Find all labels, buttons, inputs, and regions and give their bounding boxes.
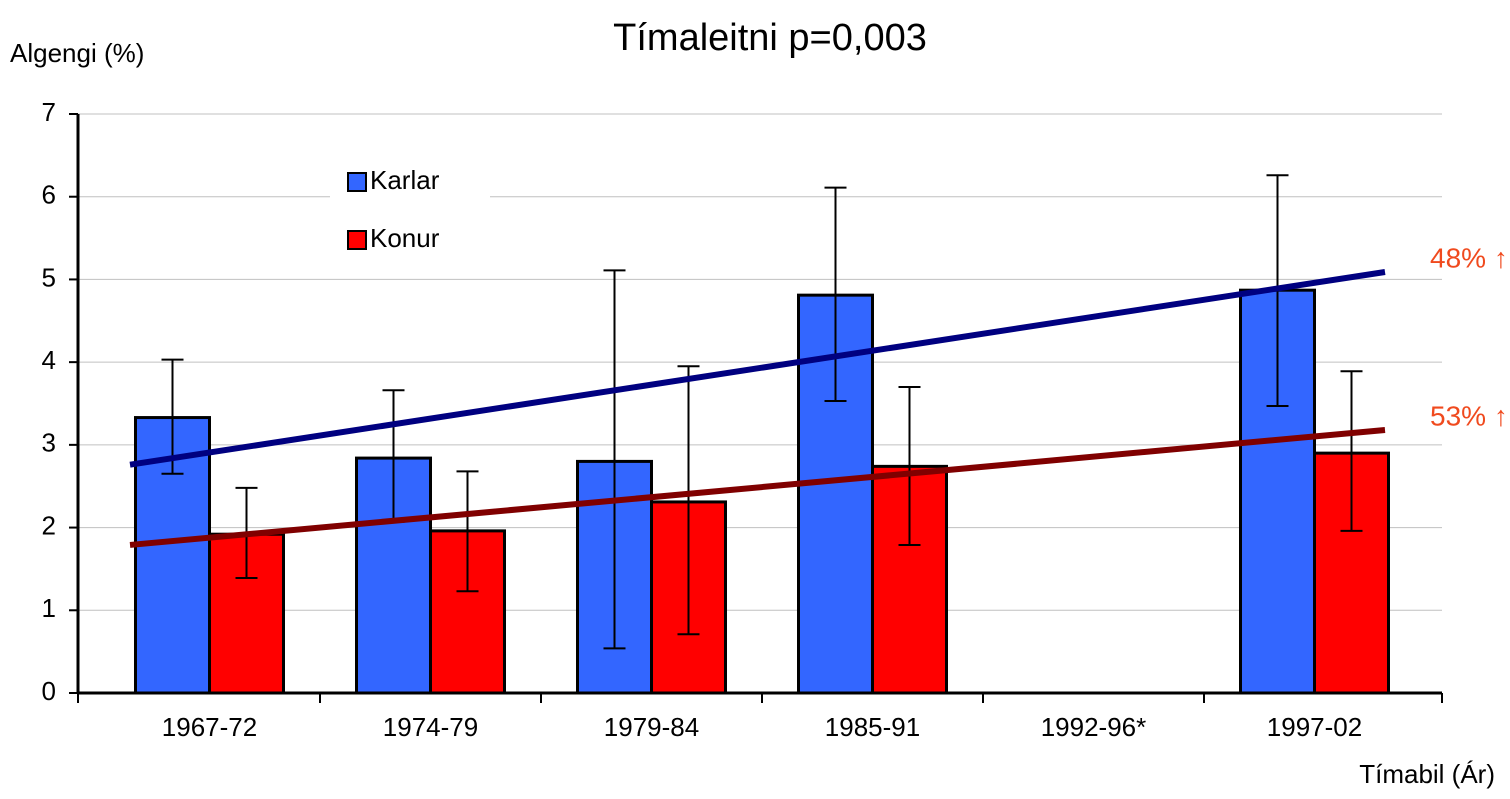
legend-label: Karlar [370, 165, 440, 195]
y-tick-label: 4 [42, 345, 56, 375]
y-tick-label: 3 [42, 428, 56, 458]
x-tick-label: 1974-79 [383, 712, 478, 742]
error-bar [898, 385, 921, 546]
error-bar [677, 365, 700, 636]
trend-line [129, 426, 1386, 548]
y-tick-label: 5 [42, 262, 56, 292]
y-tick-label: 7 [42, 97, 56, 127]
legend-swatch [347, 230, 367, 250]
x-tick-label: 1985-91 [825, 712, 920, 742]
x-tick-label: 1979-84 [604, 712, 699, 742]
x-tick-label: 1992-96* [1041, 712, 1147, 742]
y-tick-label: 0 [42, 676, 56, 706]
y-tick-label: 2 [42, 510, 56, 540]
annotation: 53% ↑ [1430, 400, 1508, 431]
error-bar [456, 470, 479, 593]
legend-swatch [347, 172, 367, 192]
annotation: 48% ↑ [1430, 242, 1508, 273]
y-axis-label: Algengi (%) [10, 38, 144, 68]
y-tick-label: 6 [42, 180, 56, 210]
x-axis-label: Tímabil (Ár) [1359, 759, 1495, 789]
trend-line [129, 269, 1386, 468]
y-tick-label: 1 [42, 593, 56, 623]
legend-label: Konur [370, 223, 440, 253]
chart-title: Tímaleitni p=0,003 [613, 17, 927, 59]
error-bar [1340, 370, 1363, 532]
error-bar [603, 269, 626, 650]
x-tick-label: 1967-72 [162, 712, 257, 742]
error-bar [824, 186, 847, 403]
x-tick-label: 1997-02 [1267, 712, 1362, 742]
error-bar [161, 358, 184, 475]
